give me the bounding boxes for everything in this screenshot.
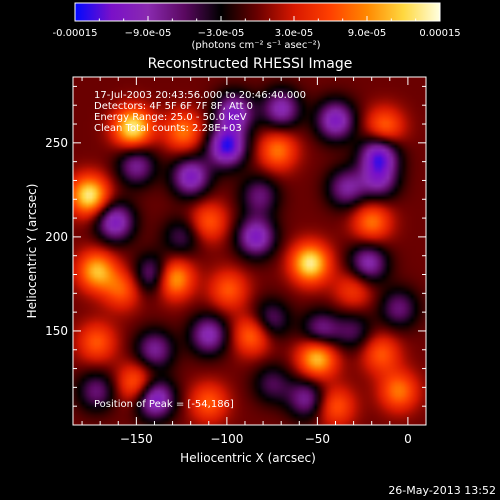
plot-frame	[72, 76, 427, 426]
peak-position-label: Position of Peak = [-54,186]	[94, 399, 234, 410]
x-tick-label: −150	[120, 432, 153, 446]
annotation-line: Detectors: 4F 5F 6F 7F 8F, Att 0	[94, 101, 253, 112]
colorbar-tick-label: −9.0e-05	[125, 28, 172, 39]
colorbar-tick-labels: -0.00015 −9.0e-05 −3.0e-05 3.0e-05 9.0e-05 0.…	[53, 28, 461, 39]
y-axis: 150 200 250	[45, 85, 426, 407]
y-axis-label: Heliocentric Y (arcsec)	[25, 184, 39, 319]
colorbar-tick-label: 3.0e-05	[275, 28, 313, 39]
y-tick-label: 200	[45, 230, 68, 244]
annotation-line: Energy Range: 25.0 - 50.0 keV	[94, 112, 247, 123]
colorbar-ticks	[74, 16, 441, 21]
x-tick-label: −100	[210, 432, 243, 446]
chart-title: Reconstructed RHESSI Image	[148, 56, 353, 72]
x-axis-label: Heliocentric X (arcsec)	[180, 451, 316, 465]
footer-date: 26-May-2013 13:52	[388, 484, 496, 497]
x-axis: −150 −100 −50 0	[81, 77, 427, 446]
colorbar-tick-label: −3.0e-05	[198, 28, 245, 39]
colorbar-tick-label: 0.00015	[419, 28, 460, 39]
x-tick-label: 0	[404, 432, 412, 446]
y-tick-label: 150	[45, 324, 68, 338]
colorbar-tick-label: -0.00015	[53, 28, 98, 39]
annotation-line: 17-Jul-2003 20:43:56.000 to 20:46:40.000	[94, 90, 306, 101]
heatmap-image	[73, 77, 426, 425]
colorbar-tick-label: 9.0e-05	[348, 28, 386, 39]
colorbar-gradient	[74, 2, 441, 22]
x-tick-label: −50	[305, 432, 330, 446]
colorbar: -0.00015 −9.0e-05 −3.0e-05 3.0e-05 9.0e-05 0.…	[53, 2, 461, 51]
annotations: 17-Jul-2003 20:43:56.000 to 20:46:40.000…	[94, 90, 306, 134]
y-tick-label: 250	[45, 136, 68, 150]
colorbar-units: (photons cm⁻² s⁻¹ asec⁻²)	[191, 40, 320, 51]
heatmap-area	[73, 77, 426, 425]
annotation-line: Clean Total counts: 2.28E+03	[94, 123, 242, 134]
